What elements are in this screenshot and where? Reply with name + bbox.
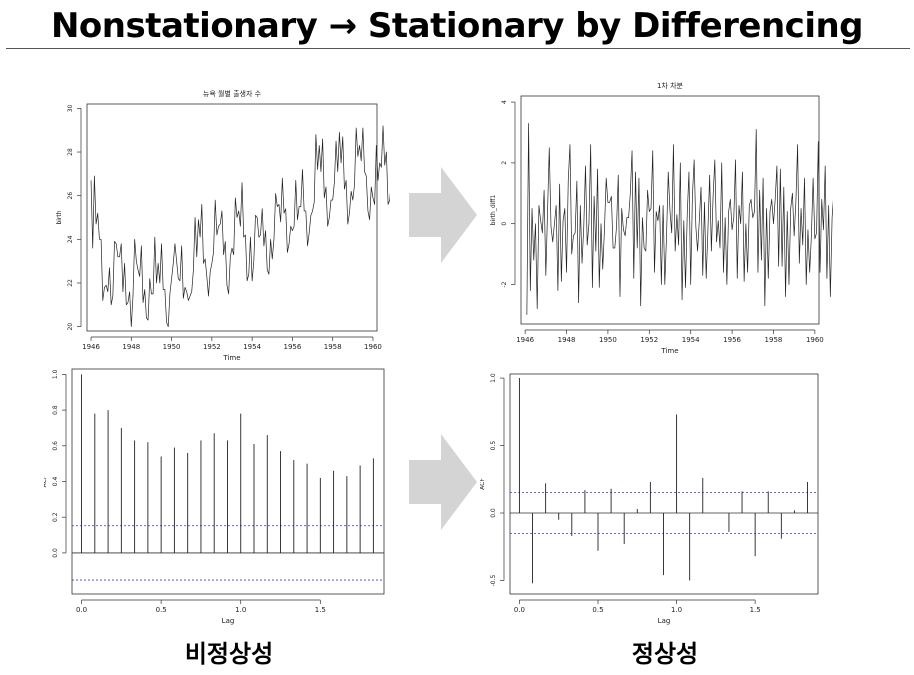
y-axis-label: ACF (480, 478, 486, 490)
arrow-shape (409, 434, 477, 530)
chart-title: 뉴욕 월별 출생자 수 (203, 89, 262, 98)
x-tick-label: 1954 (243, 343, 261, 351)
y-tick-label: 0 (501, 222, 508, 226)
y-tick-label: 0.0 (490, 508, 497, 518)
x-tick-label: 1960 (364, 343, 382, 351)
x-tick-label: 1958 (765, 336, 783, 344)
y-tick-label: 20 (67, 323, 74, 331)
plot-frame (86, 103, 378, 332)
x-tick-label: 1956 (723, 336, 741, 344)
acf-diff-plot: 0.0 0.5 1.0 1.5 Lag -0.5 0.0 0.5 1.0 ACF (480, 365, 830, 630)
x-tick-label: 1952 (640, 336, 658, 344)
x-tick-label: 0.5 (592, 606, 603, 614)
y-tick-label: 22 (67, 279, 74, 287)
x-tick-label: 1948 (558, 336, 576, 344)
x-tick-label: 1956 (284, 343, 302, 351)
x-tick-label: 0.0 (76, 606, 87, 614)
y-axis-label: ACF (44, 475, 48, 487)
right-arrow-icon (409, 434, 477, 530)
y-tick-label: 2 (501, 161, 508, 165)
y-tick-label: -0.5 (490, 574, 497, 586)
y-tick-label: 0.5 (490, 441, 497, 451)
x-tick-label: 1.0 (671, 606, 682, 614)
x-axis-label: Time (660, 347, 678, 355)
x-tick-label: 1948 (122, 343, 140, 351)
x-tick-label: 1946 (516, 336, 534, 344)
x-tick-label: 0.0 (514, 606, 525, 614)
diff-series-plot: 1차 차분 1946 1948 1950 1952 1954 1956 1958 1960 Tim… (483, 70, 833, 360)
y-tick-label: 24 (67, 235, 74, 243)
arrow-shape (409, 167, 477, 263)
x-tick-label: 1950 (163, 343, 181, 351)
series-line (526, 123, 833, 315)
y-tick-label: -2 (501, 281, 508, 287)
y-tick-label: 1.0 (490, 373, 497, 383)
y-tick-label: 0.2 (52, 512, 59, 522)
y-tick-label: 0.6 (52, 441, 59, 451)
chart-title: 1차 차분 (657, 81, 684, 90)
y-tick-label: 0.8 (52, 405, 59, 415)
x-tick-label: 1958 (324, 343, 342, 351)
y-tick-label: 4 (501, 100, 508, 104)
acf-birth-chart: 0.0 0.5 1.0 1.5 Lag 0.0 0.2 0.4 0.6 0.8 1.0 ACF (44, 368, 385, 625)
birth-series-chart: 뉴욕 월별 출생자 수 1946 1948 1950 1952 1954 1956 1958 1… (56, 89, 390, 360)
x-tick-label: 1946 (82, 343, 100, 351)
nonstationary-caption: 비정상성 (184, 640, 274, 668)
x-tick-label: 1950 (599, 336, 617, 344)
x-tick-label: 1952 (203, 343, 221, 351)
stationary-caption: 정상성 (631, 640, 699, 668)
acf-diff-chart: 0.0 0.5 1.0 1.5 Lag -0.5 0.0 0.5 1.0 ACF (480, 373, 819, 625)
series-line (90, 125, 390, 327)
plot-frame (509, 373, 819, 595)
x-tick-label: 1954 (682, 336, 700, 344)
acf-birth-plot: 0.0 0.5 1.0 1.5 Lag 0.0 0.2 0.4 0.6 0.8 1.0 ACF (44, 360, 394, 630)
x-tick-label: 1.5 (750, 606, 761, 614)
y-axis-label: birth (56, 210, 63, 224)
y-axis-label: birth_diff1 (490, 195, 497, 226)
y-tick-label: 28 (67, 148, 74, 156)
slide-title: Nonstationary → Stationary by Differenci… (50, 6, 864, 46)
birth-series-plot: 뉴욕 월별 출생자 수 1946 1948 1950 1952 1954 1956 1958 1… (55, 70, 390, 360)
x-axis-label: Time (222, 354, 240, 360)
x-axis-label: Lag (658, 617, 671, 625)
x-tick-label: 1.0 (235, 606, 246, 614)
y-tick-label: 30 (67, 104, 74, 112)
right-arrow-icon (409, 167, 477, 263)
y-tick-label: 0.0 (52, 548, 59, 558)
y-tick-label: 0.4 (52, 477, 59, 487)
x-tick-label: 1.5 (315, 606, 326, 614)
y-tick-label: 26 (67, 192, 74, 200)
y-tick-label: 1.0 (52, 369, 59, 379)
diff-series-chart: 1차 차분 1946 1948 1950 1952 1954 1956 1958 1960 Tim… (490, 81, 833, 355)
title-divider (6, 48, 910, 49)
x-tick-label: 1960 (806, 336, 824, 344)
x-axis-label: Lag (222, 617, 235, 625)
plot-frame (71, 368, 385, 595)
x-tick-label: 0.5 (156, 606, 167, 614)
